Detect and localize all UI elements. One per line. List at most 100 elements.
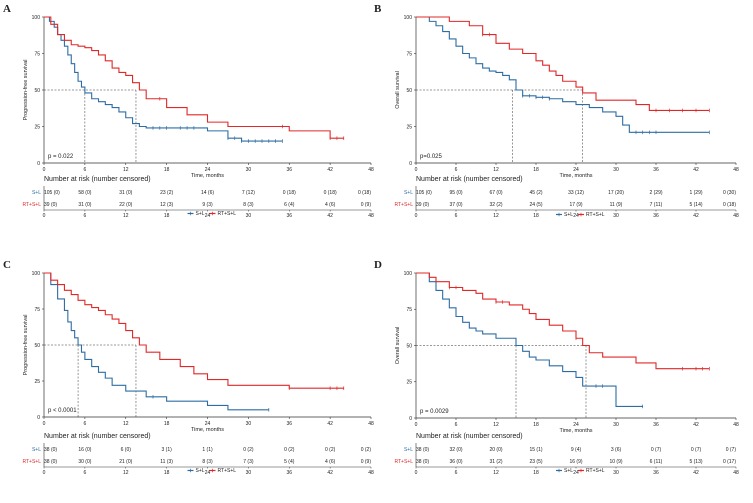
- risk-table-cell: 105 (0): [44, 190, 60, 196]
- y-tick-label: 50: [34, 343, 40, 349]
- risk-table-tick-label: 42: [327, 470, 333, 476]
- risk-table-title: Number at risk (number censored): [44, 176, 151, 183]
- km-curve-rtsl: [44, 16, 344, 139]
- y-axis-label: Overall survival: [395, 327, 401, 365]
- risk-table-cell: 0 (18): [324, 190, 337, 196]
- risk-table-cell: 5 (4): [284, 459, 295, 465]
- risk-table-cell: 0 (7): [726, 447, 737, 453]
- risk-table-tick-label: 24: [205, 213, 211, 219]
- p-value-label: p=0.025: [420, 154, 443, 160]
- km-curve-sl: [416, 16, 710, 133]
- panel-c: C 0 25 50 75 100 0 6 12 18 24 30 36 42 48 Time, months P…: [3, 259, 374, 476]
- y-tick-label: 100: [404, 15, 413, 21]
- risk-table-tick-label: 36: [286, 470, 292, 476]
- risk-table-tick-label: 36: [286, 213, 292, 219]
- y-tick-label: 25: [34, 379, 40, 385]
- y-tick-label: 25: [406, 124, 412, 130]
- risk-table-cell: 45 (2): [529, 190, 542, 196]
- risk-table-cell: 22 (0): [119, 202, 132, 208]
- risk-table-cell: 3 (1): [161, 447, 172, 453]
- km-curve-sl: [44, 272, 269, 411]
- y-tick-label: 50: [34, 88, 40, 94]
- risk-table-cell: 17 (20): [608, 190, 624, 196]
- risk-table-cell: 9 (3): [202, 202, 213, 208]
- panel-b: B 0 25 50 75 100 0 6 12 18 24 30 36 42 48 Time, months O…: [374, 3, 739, 219]
- risk-table-tick-label: 0: [415, 213, 418, 219]
- p-value-label: p = 0.0029: [420, 409, 449, 415]
- y-axis-label: Progression-free survival: [23, 315, 29, 376]
- panel-letter: D: [374, 259, 382, 271]
- risk-table-cell: 30 (0): [78, 459, 91, 465]
- x-tick-label: 0: [415, 422, 418, 428]
- risk-table-cell: 17 (9): [569, 202, 582, 208]
- risk-table-cell: 0 (18): [723, 202, 736, 208]
- y-tick-label: 50: [406, 343, 412, 349]
- risk-table-tick-label: 12: [123, 213, 129, 219]
- risk-table-cell: 38 (0): [44, 447, 57, 453]
- risk-table-cell: 0 (18): [358, 190, 371, 196]
- risk-table-cell: 6 (4): [284, 202, 295, 208]
- x-tick-label: 42: [693, 167, 699, 173]
- legend-label: S+L: [196, 468, 205, 474]
- y-tick-label: 100: [404, 271, 413, 277]
- risk-table-cell: 9 (4): [571, 447, 582, 453]
- risk-row-label: RT+S+L: [22, 459, 41, 465]
- risk-table-cell: 3 (6): [611, 447, 622, 453]
- x-tick-label: 24: [573, 167, 579, 173]
- risk-table-tick-label: 12: [493, 470, 499, 476]
- x-tick-label: 36: [653, 422, 659, 428]
- x-tick-label: 18: [533, 422, 539, 428]
- risk-table-title: Number at risk (number censored): [44, 433, 151, 440]
- risk-table-cell: 5 (13): [689, 459, 702, 465]
- risk-row-label: S+L: [32, 447, 41, 453]
- y-tick-label: 75: [34, 51, 40, 57]
- risk-table-tick-label: 42: [693, 213, 699, 219]
- x-tick-label: 42: [327, 167, 333, 173]
- legend: S+L RT+S+L: [556, 212, 605, 218]
- risk-table-cell: 0 (2): [284, 447, 295, 453]
- x-tick-label: 18: [533, 167, 539, 173]
- risk-table-tick-label: 30: [246, 213, 252, 219]
- risk-table-cell: 39 (0): [416, 202, 429, 208]
- risk-table-tick-label: 30: [613, 470, 619, 476]
- risk-table-cell: 38 (0): [44, 459, 57, 465]
- x-tick-label: 36: [653, 167, 659, 173]
- risk-table-tick-label: 36: [653, 470, 659, 476]
- legend-label: RT+S+L: [218, 468, 237, 474]
- risk-table-tick-label: 48: [733, 213, 739, 219]
- risk-table-cell: 8 (3): [243, 202, 254, 208]
- x-tick-label: 6: [455, 422, 458, 428]
- legend: S+L RT+S+L: [187, 211, 237, 217]
- risk-row-label: RT+S+L: [394, 202, 413, 208]
- x-axis-label: Time, months: [191, 173, 224, 179]
- risk-table-tick-label: 42: [327, 213, 333, 219]
- risk-table-cell: 31 (0): [119, 190, 132, 196]
- risk-table-cell: 95 (0): [449, 190, 462, 196]
- p-value-label: p = 0.022: [48, 154, 74, 160]
- risk-table-tick-label: 12: [123, 470, 129, 476]
- risk-table-cell: 0 (17): [723, 459, 736, 465]
- risk-table-cell: 33 (12): [568, 190, 584, 196]
- x-tick-label: 30: [613, 422, 619, 428]
- y-axis-label: Progression-free survival: [23, 60, 29, 121]
- panel-letter: A: [3, 3, 11, 15]
- legend-label: RT+S+L: [218, 211, 237, 217]
- risk-table-cell: 11 (9): [610, 202, 623, 208]
- risk-table-cell: 31 (2): [489, 459, 502, 465]
- x-axis-label: Time, months: [559, 428, 592, 434]
- x-tick-label: 36: [286, 421, 292, 427]
- risk-table-cell: 6 (11): [650, 459, 663, 465]
- risk-table-cell: 0 (18): [283, 190, 296, 196]
- risk-table-cell: 8 (3): [202, 459, 213, 465]
- legend-label: RT+S+L: [586, 212, 605, 218]
- risk-table-cell: 0 (30): [723, 190, 736, 196]
- x-tick-label: 12: [123, 421, 129, 427]
- risk-table-tick-label: 48: [733, 470, 739, 476]
- panel-d: D 0 25 50 75 100 0 6 12 18 24 30 36 42 48 Time, months O…: [374, 259, 739, 476]
- risk-table-tick-label: 36: [653, 213, 659, 219]
- x-tick-label: 6: [83, 421, 86, 427]
- risk-row-label: RT+S+L: [22, 202, 41, 208]
- risk-table-tick-label: 24: [205, 470, 211, 476]
- risk-table-cell: 0 (7): [651, 447, 662, 453]
- legend-label: S+L: [564, 468, 573, 474]
